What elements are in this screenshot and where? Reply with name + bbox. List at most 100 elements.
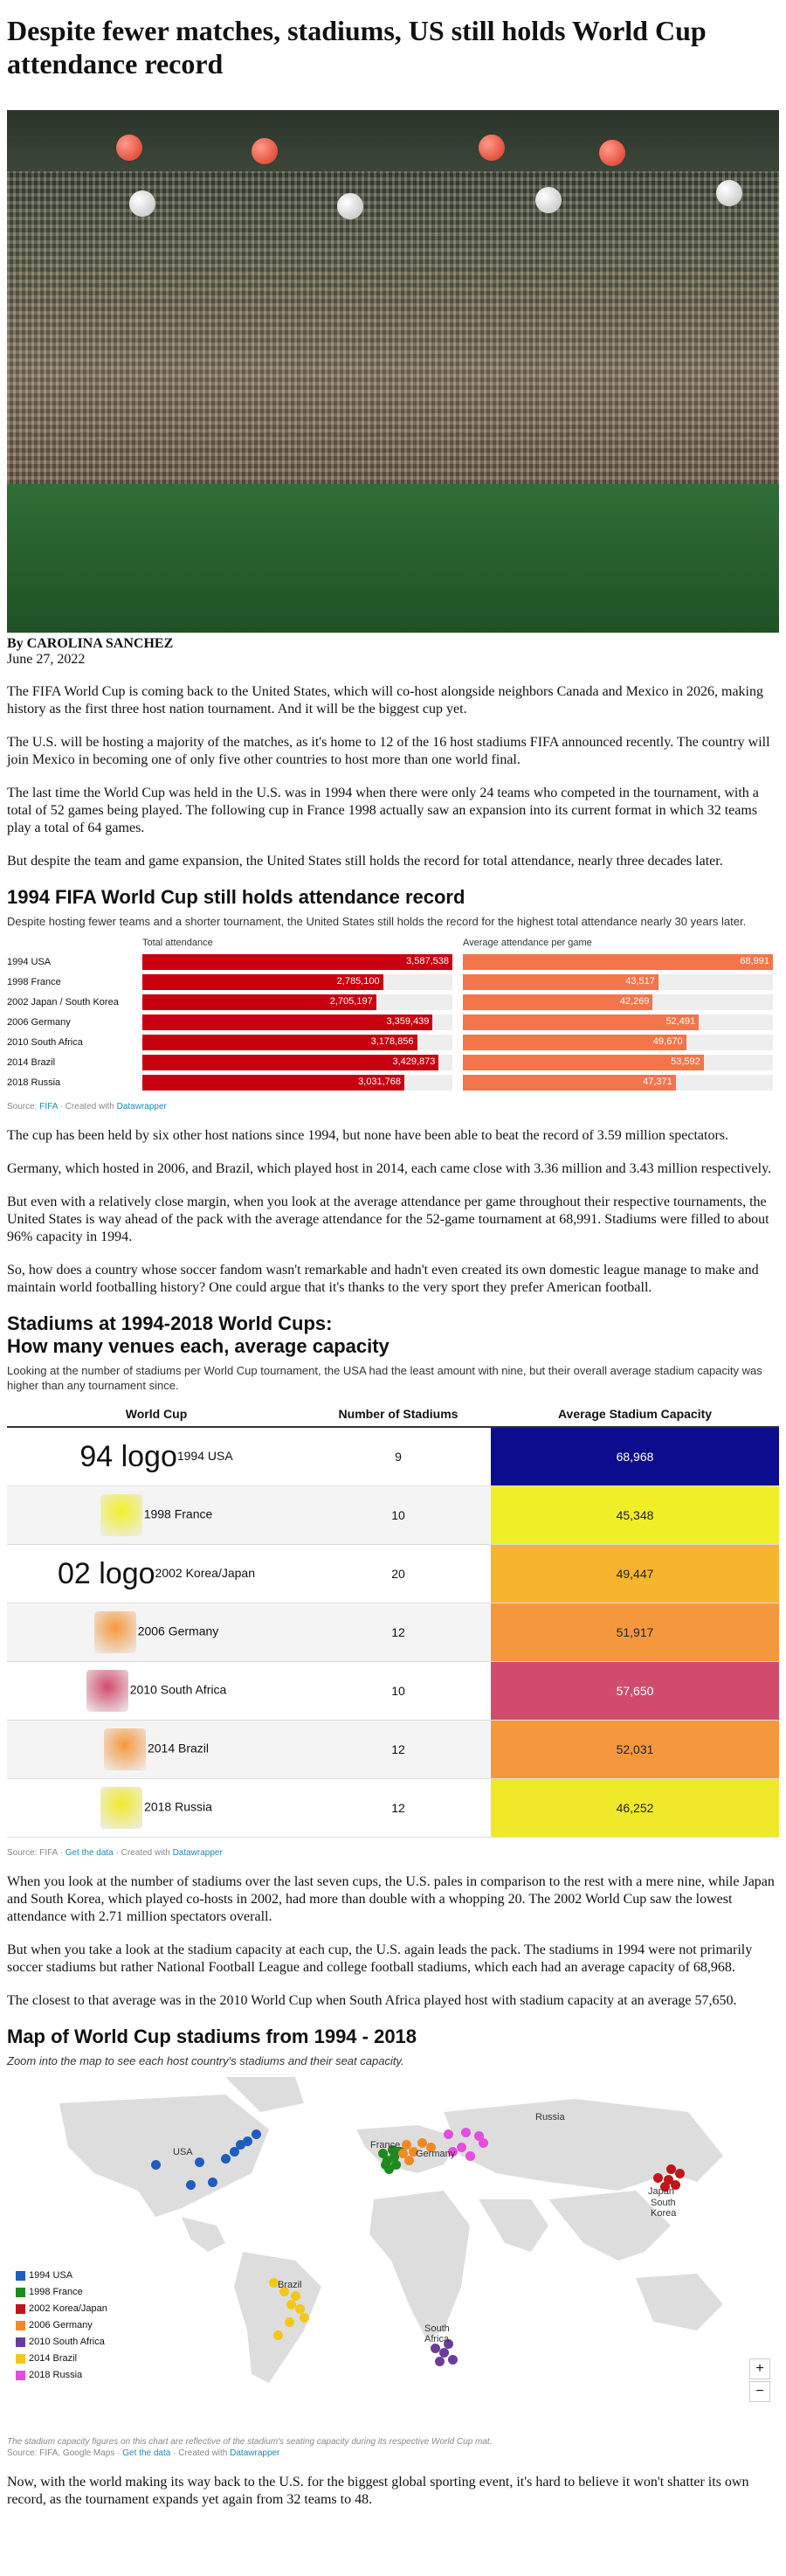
stadium-marker[interactable] [666, 2164, 676, 2174]
legend-item[interactable]: 1998 France [16, 2284, 107, 2301]
world-cup-name: 1998 France [143, 1506, 213, 1521]
average-capacity: 51,917 [491, 1603, 779, 1662]
world-cup-name: 2006 Germany [137, 1624, 219, 1638]
world-cup-cell: 1998 France [7, 1485, 306, 1545]
stadium-marker[interactable] [402, 2140, 411, 2150]
stadium-marker[interactable] [390, 2152, 399, 2162]
map-label-japan: Japan [648, 2186, 674, 2197]
table-row: 1998 France 10 45,348 [7, 1485, 779, 1545]
stadium-marker[interactable] [444, 2339, 453, 2349]
stadium-marker[interactable] [457, 2143, 466, 2152]
stadium-marker[interactable] [300, 2313, 309, 2323]
source-link[interactable]: FIFA [39, 1102, 58, 1111]
bar-row: 1994 USA 3,587,538 68,991 [7, 953, 779, 971]
stadium-marker[interactable] [252, 2129, 261, 2139]
stadium-marker[interactable] [230, 2147, 239, 2157]
stadium-marker[interactable] [295, 2304, 305, 2314]
bar-track: 68,991 [463, 954, 773, 970]
stadium-marker[interactable] [398, 2149, 408, 2158]
stadium-marker[interactable] [671, 2180, 680, 2190]
table-row: 94 logo1994 USA 9 68,968 [7, 1427, 779, 1486]
stadium-marker[interactable] [474, 2131, 484, 2141]
header-stadiums[interactable]: Number of Stadiums [306, 1402, 491, 1428]
bar-value-label: 3,359,439 [386, 1016, 430, 1027]
stadium-marker[interactable] [273, 2330, 283, 2340]
stadium-marker[interactable] [435, 2357, 445, 2366]
world-cup-cell: 2006 Germany [7, 1603, 306, 1662]
stadium-marker[interactable] [653, 2173, 663, 2183]
stadium-marker[interactable] [675, 2169, 685, 2178]
datawrapper-link[interactable]: Datawrapper [230, 2448, 280, 2458]
stadium-marker[interactable] [660, 2182, 670, 2192]
stadium-marker[interactable] [381, 2160, 390, 2170]
stadium-marker[interactable] [286, 2300, 296, 2309]
bar-value-label: 43,517 [625, 976, 655, 987]
stadium-marker[interactable] [404, 2156, 414, 2165]
stadium-marker[interactable] [291, 2291, 300, 2301]
stadium-marker[interactable] [151, 2160, 161, 2170]
legend-item[interactable]: 2010 South Africa [16, 2334, 107, 2351]
stadiums-count: 12 [306, 1778, 491, 1838]
stadium-marker[interactable] [461, 2128, 471, 2137]
stadium-marker[interactable] [439, 2348, 449, 2358]
legend-item[interactable]: 2014 Brazil [16, 2351, 107, 2367]
bar: 49,670 [463, 1035, 686, 1050]
logo-alt-text: 94 logo [79, 1439, 177, 1473]
stadium-marker[interactable] [285, 2317, 294, 2327]
stadium-marker[interactable] [269, 2278, 279, 2288]
map-land [59, 2077, 723, 2383]
stadium-marker[interactable] [243, 2136, 252, 2146]
map-title: Map of World Cup stadiums from 1994 - 20… [7, 2025, 417, 2047]
stadium-marker[interactable] [417, 2138, 427, 2148]
zoom-in-button[interactable]: + [749, 2358, 770, 2379]
stadium-marker[interactable] [195, 2157, 204, 2167]
legend-item[interactable]: 2018 Russia [16, 2367, 107, 2384]
stadium-marker[interactable] [378, 2149, 388, 2158]
stadium-marker[interactable] [391, 2160, 401, 2170]
legend-swatch [16, 2320, 25, 2330]
get-data-link[interactable]: Get the data [65, 1848, 114, 1858]
source-label: Source: FIFA · [7, 1848, 63, 1858]
stadium-marker[interactable] [409, 2147, 418, 2157]
paragraph: The last time the World Cup was held in … [7, 786, 759, 835]
stadium-marker[interactable] [465, 2151, 475, 2161]
stadium-marker[interactable] [431, 2344, 440, 2353]
zoom-out-button[interactable]: − [749, 2381, 770, 2402]
balloon-white [535, 187, 562, 213]
world-map[interactable]: USA France Germany Russia Japan South Ko… [7, 2077, 779, 2427]
header-world-cup[interactable]: World Cup [7, 1402, 306, 1428]
created-label: · Created with [59, 1102, 114, 1111]
stadiums-table: World Cup Number of Stadiums Average Sta… [7, 1402, 779, 1838]
bar-value-label: 2,705,197 [329, 996, 373, 1007]
category-label: 2018 Russia [7, 1077, 61, 1088]
stadium-marker[interactable] [186, 2180, 196, 2190]
stadium-marker[interactable] [388, 2145, 397, 2155]
created-label: · Created with [173, 2448, 228, 2458]
publish-date: June 27, 2022 [7, 652, 86, 667]
get-data-link[interactable]: Get the data [122, 2448, 171, 2458]
legend-swatch [16, 2287, 25, 2297]
stadium-marker[interactable] [208, 2178, 217, 2187]
stadium-map-section: Map of World Cup stadiums from 1994 - 20… [7, 2025, 779, 2458]
stadium-marker[interactable] [664, 2175, 673, 2185]
stadium-marker[interactable] [448, 2147, 458, 2157]
legend-item[interactable]: 2006 Germany [16, 2317, 107, 2334]
bar-row: 2006 Germany 3,359,439 52,491 [7, 1014, 779, 1031]
stadium-marker[interactable] [444, 2129, 453, 2139]
paragraph: The U.S. will be hosting a majority of t… [7, 735, 770, 767]
header-capacity[interactable]: Average Stadium Capacity [491, 1402, 779, 1428]
stadium-marker[interactable] [448, 2355, 458, 2365]
bar-row: 2010 South Africa 3,178,856 49,670 [7, 1034, 779, 1051]
stadium-marker[interactable] [279, 2287, 289, 2296]
bar-value-label: 3,031,768 [358, 1077, 401, 1087]
stadium-marker[interactable] [384, 2164, 394, 2174]
stadium-marker[interactable] [236, 2140, 245, 2150]
legend-item[interactable]: 2002 Korea/Japan [16, 2301, 107, 2317]
stadium-marker[interactable] [221, 2154, 231, 2164]
stadium-marker[interactable] [426, 2143, 436, 2152]
datawrapper-link[interactable]: Datawrapper [116, 1102, 167, 1111]
paragraph: The closest to that average was in the 2… [7, 1993, 737, 2008]
legend-item[interactable]: 1994 USA [16, 2268, 107, 2284]
datawrapper-link[interactable]: Datawrapper [172, 1848, 223, 1858]
stadium-marker[interactable] [479, 2138, 488, 2148]
